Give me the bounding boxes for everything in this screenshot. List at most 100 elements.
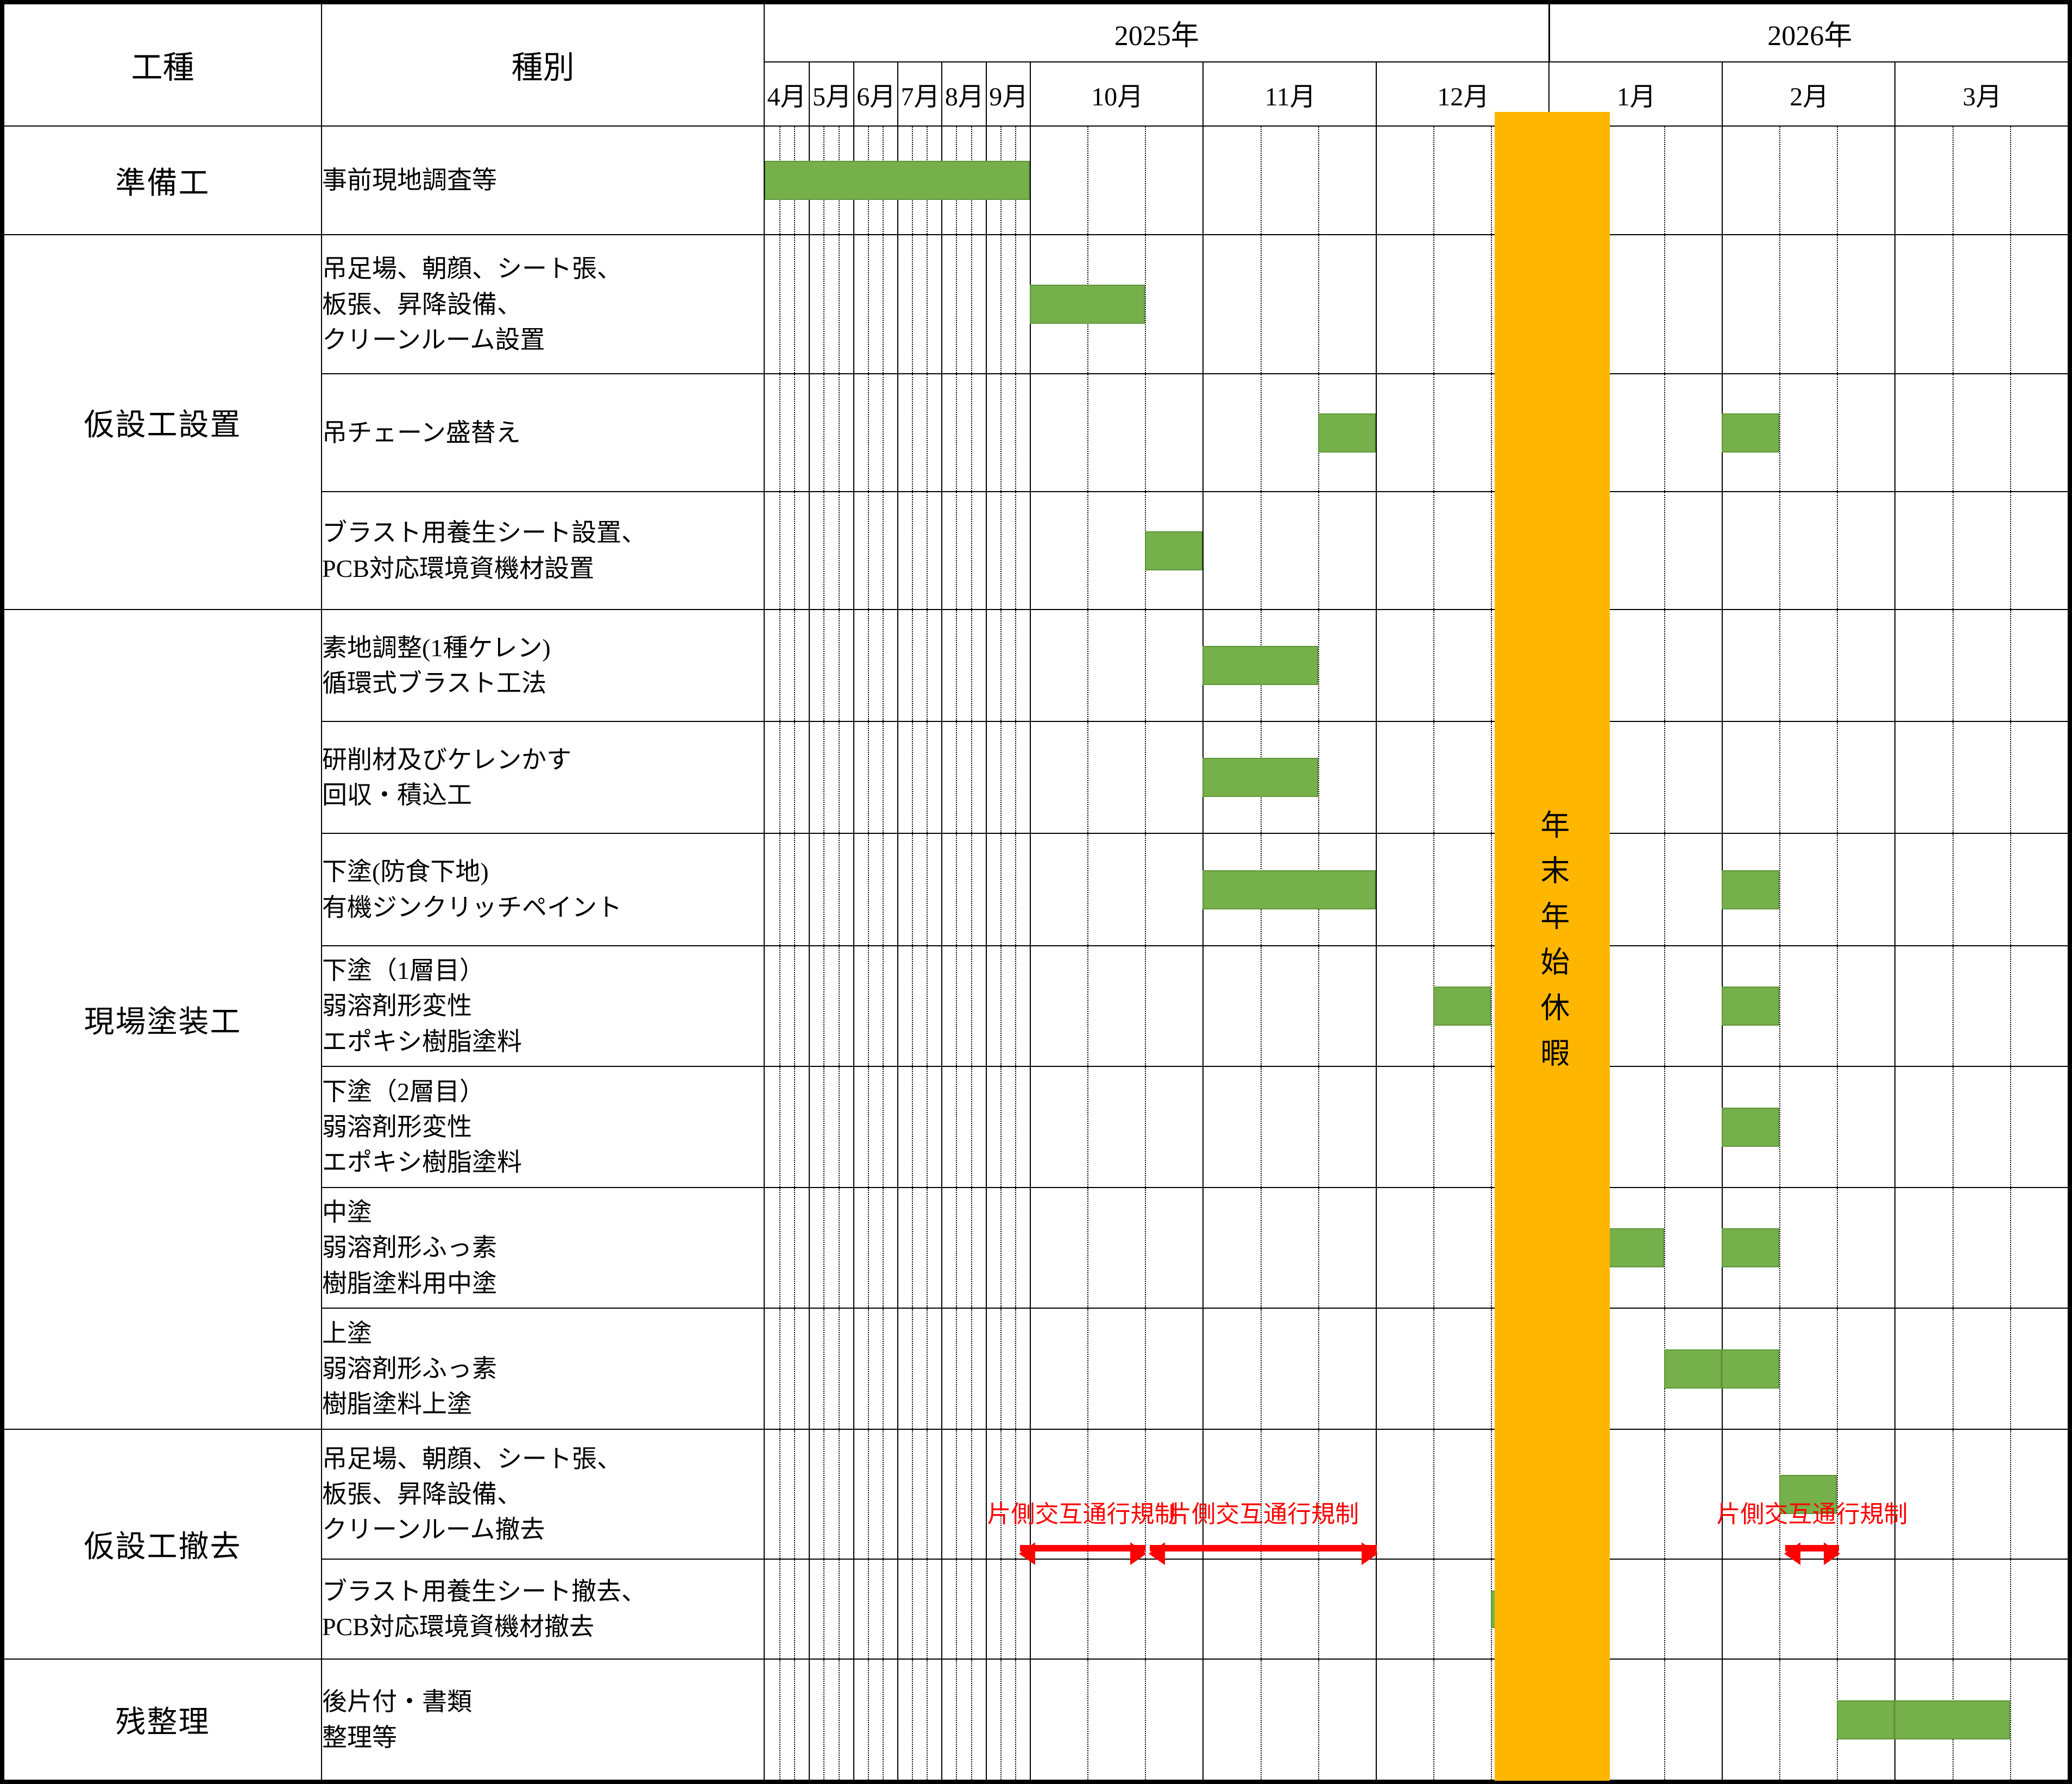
third-gridline (1837, 834, 1838, 945)
month-gridline (985, 1309, 987, 1429)
shubetsu-label: 下塗(防食下地) 有機ジンクリッチペイント (321, 833, 765, 946)
third-gridline (1087, 1309, 1089, 1429)
third-gridline (956, 610, 958, 721)
month-gridline (853, 492, 854, 610)
month-gridline (853, 374, 854, 492)
third-gridline (1087, 1660, 1089, 1780)
third-gridline (794, 1067, 796, 1187)
third-gridline (2010, 1188, 2011, 1308)
third-gridline (912, 946, 914, 1066)
month-gridline (1894, 610, 1896, 721)
third-gridline (1433, 610, 1435, 721)
third-gridline (867, 1309, 869, 1429)
month-gridline (1029, 946, 1031, 1066)
third-gridline (867, 1430, 869, 1559)
month-gridline (1894, 1188, 1896, 1308)
third-gridline (1145, 834, 1147, 945)
third-gridline (2010, 235, 2011, 374)
gantt-bar (1202, 870, 1376, 909)
third-gridline (956, 1067, 958, 1187)
month-gridline (809, 235, 810, 374)
month-gridline (1721, 126, 1723, 235)
table-row: 準備工 事前現地調査等 (3, 125, 2069, 236)
month-gridline (1375, 946, 1377, 1066)
month-gridline (1894, 374, 1896, 492)
third-gridline (1433, 235, 1435, 374)
month-gridline (941, 1067, 943, 1187)
shubetsu-label: 下塗（1層目） 弱溶剤形変性 エポキシ樹脂塗料 (321, 945, 765, 1067)
third-gridline (1433, 1188, 1435, 1308)
third-gridline (971, 1560, 972, 1659)
month-gridline (853, 1430, 854, 1559)
third-gridline (882, 235, 884, 374)
third-gridline (912, 610, 914, 721)
month-gridline (1894, 126, 1896, 235)
third-gridline (1087, 1067, 1089, 1187)
month-gridline (1029, 1067, 1031, 1187)
third-gridline (971, 235, 972, 374)
third-gridline (1837, 1430, 1838, 1559)
shubetsu-label: 吊足場、朝顔、シート張、 板張、昇降設備、 クリーンルーム設置 (321, 234, 765, 375)
third-gridline (779, 374, 781, 492)
month-gridline (1202, 946, 1204, 1066)
month-gridline (1894, 1560, 1896, 1659)
third-gridline (1318, 1660, 1319, 1780)
third-gridline (1318, 126, 1319, 235)
gantt-bar (765, 161, 1030, 200)
third-gridline (2010, 1660, 2011, 1780)
third-gridline (794, 722, 796, 833)
third-gridline (867, 492, 869, 610)
third-gridline (867, 946, 869, 1066)
month-gridline (809, 1188, 810, 1308)
month-gridline (1202, 1660, 1204, 1780)
third-gridline (867, 722, 869, 833)
third-gridline (867, 235, 869, 374)
traffic-restriction-arrow (1149, 1542, 1378, 1565)
third-gridline (1837, 1309, 1838, 1429)
month-gridline (1375, 235, 1377, 374)
traffic-restriction-label: 片側交互通行規制 (987, 1501, 1179, 1528)
month-gridline (941, 834, 943, 945)
third-gridline (1491, 492, 1492, 610)
third-gridline (823, 1560, 825, 1659)
third-gridline (779, 492, 781, 610)
third-gridline (1779, 1660, 1781, 1780)
third-gridline (1015, 1430, 1016, 1559)
third-gridline (1087, 722, 1089, 833)
third-gridline (1837, 235, 1838, 374)
timeline-cell (764, 373, 2069, 493)
third-gridline (956, 834, 958, 945)
month-gridline (809, 492, 810, 610)
month-gridline (985, 1067, 987, 1187)
third-gridline (2010, 610, 2011, 721)
third-gridline (971, 946, 972, 1066)
third-gridline (823, 374, 825, 492)
month-gridline (809, 722, 810, 833)
month-gridline (941, 1660, 943, 1780)
traffic-restriction-label: 片側交互通行規制 (1168, 1501, 1359, 1528)
month-gridline (897, 722, 898, 833)
month-gridline (941, 1188, 943, 1308)
month-gridline (1029, 610, 1031, 721)
third-gridline (1433, 492, 1435, 610)
gantt-bar (1664, 1349, 1722, 1389)
timeline-cell (764, 1186, 2069, 1309)
third-gridline (1015, 374, 1016, 492)
month-gridline (985, 946, 987, 1066)
month-gridline (985, 492, 987, 610)
third-gridline (794, 1560, 796, 1659)
month-gridline (1202, 1309, 1204, 1429)
timeline-track (765, 1560, 2068, 1659)
third-gridline (912, 1430, 914, 1559)
gantt-table: 工種 種別 2025年 2026年 4月 5月 6月 7月 8月 9月 10月 11月 12月 1月 2月 3… (3, 3, 2069, 1781)
shubetsu-label: 上塗 弱溶剤形ふっ素 樹脂塗料上塗 (321, 1308, 765, 1430)
third-gridline (794, 1660, 796, 1780)
gantt-bar (1894, 1700, 2010, 1739)
month-gridline (809, 1309, 810, 1429)
third-gridline (971, 1067, 972, 1187)
table-row: 仮設工撤去 吊足場、朝顔、シート張、 板張、昇降設備、 クリーンルーム撤去 (3, 1429, 2069, 1660)
month-gridline (809, 610, 810, 721)
month-gridline (1202, 1560, 1204, 1659)
third-gridline (971, 492, 972, 610)
month-gridline (809, 1067, 810, 1187)
